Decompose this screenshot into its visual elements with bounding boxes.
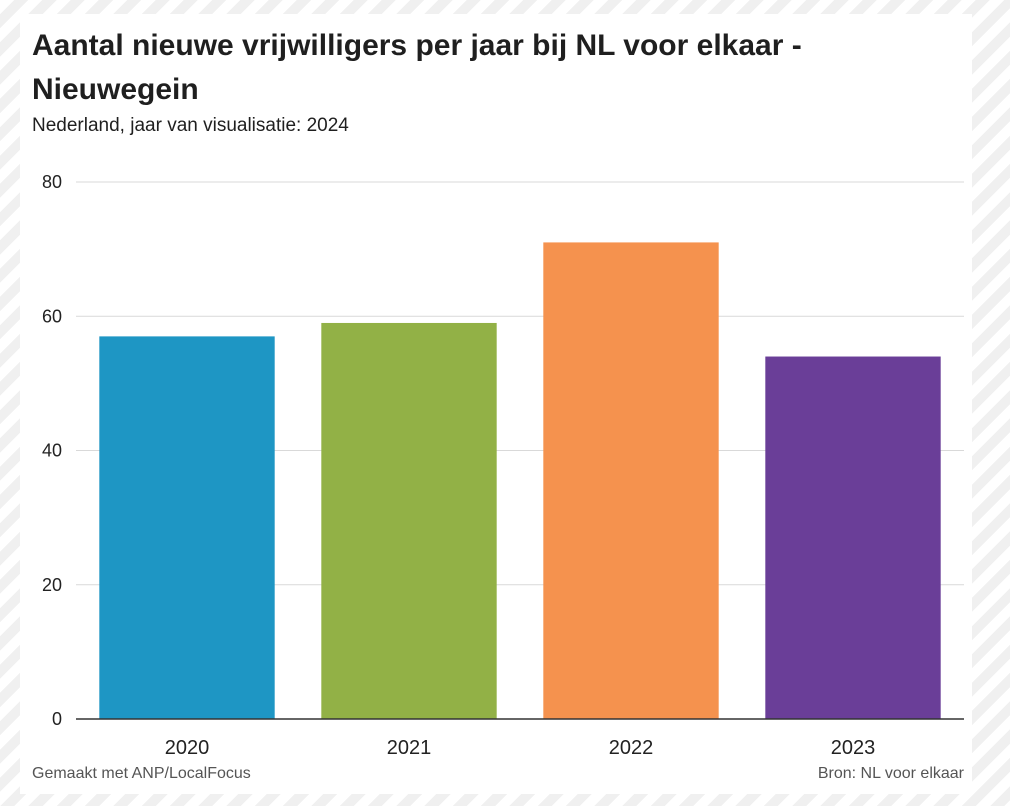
bars <box>99 242 941 719</box>
chart-card: Aantal nieuwe vrijwilligers per jaar bij… <box>20 14 972 794</box>
x-tick-label: 2021 <box>387 737 432 754</box>
y-tick-label: 80 <box>42 172 62 192</box>
chart-subtitle: Nederland, jaar van visualisatie: 2024 <box>32 115 349 136</box>
bar-2022 <box>543 242 719 719</box>
y-tick-label: 40 <box>42 441 62 461</box>
bar-chart: 0 20 40 60 80 2020 2021 2022 2023 <box>42 172 964 754</box>
y-tick-label: 0 <box>52 709 62 729</box>
x-tick-label: 2023 <box>831 737 876 754</box>
chart-title: Aantal nieuwe vrijwilligers per jaar bij… <box>32 29 802 106</box>
y-tick-label: 20 <box>42 575 62 595</box>
bar-2023 <box>765 356 941 719</box>
y-tick-label: 60 <box>42 306 62 326</box>
source-text: Bron: NL voor elkaar <box>817 765 964 782</box>
credit-text: Gemaakt met ANP/LocalFocus <box>32 765 251 782</box>
x-tick-label: 2022 <box>609 737 654 754</box>
bar-2020 <box>99 336 275 719</box>
bar-2021 <box>321 322 497 719</box>
x-tick-label: 2020 <box>165 737 210 754</box>
axes: 0 20 40 60 80 2020 2021 2022 2023 <box>42 172 964 754</box>
